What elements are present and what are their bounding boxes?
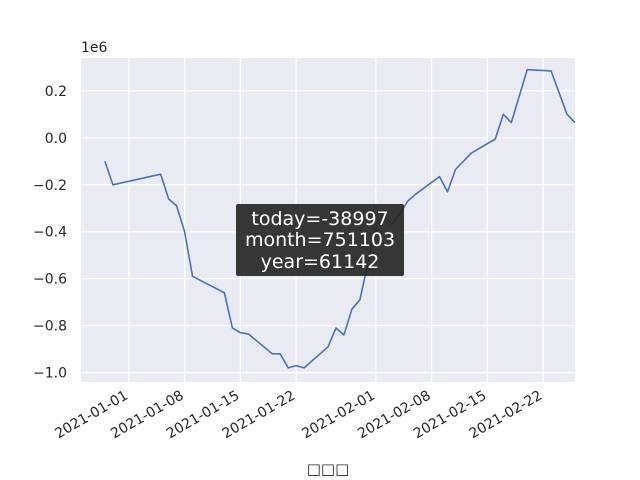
x-axis-ticks: 2021-01-012021-01-082021-01-152021-01-22… [52,388,545,443]
y-tick-label: −0.6 [33,272,67,288]
series-line [104,68,576,369]
x-axis-label: □□□ [307,460,350,478]
y-offset-label: 1e6 [81,40,108,56]
y-tick-label: 0.2 [45,84,67,100]
series-layer [104,68,576,369]
annotation-line-today: today=-38997 [251,208,388,230]
y-tick-label: −0.2 [33,178,67,194]
y-tick-label: 0.0 [45,131,67,147]
annotation-background [236,204,404,276]
y-axis-ticks: 0.2 0.0 −0.2 −0.4 −0.6 −0.8 −1.0 [33,84,67,382]
y-tick-label: −0.8 [33,319,67,335]
annotation-box: today=-38997 month=751103 year=61142 [236,204,404,276]
annotation-line-month: month=751103 [245,229,395,251]
y-tick-label: −1.0 [33,366,67,382]
annotation-line-year: year=61142 [261,251,380,273]
y-tick-label: −0.4 [33,225,67,241]
